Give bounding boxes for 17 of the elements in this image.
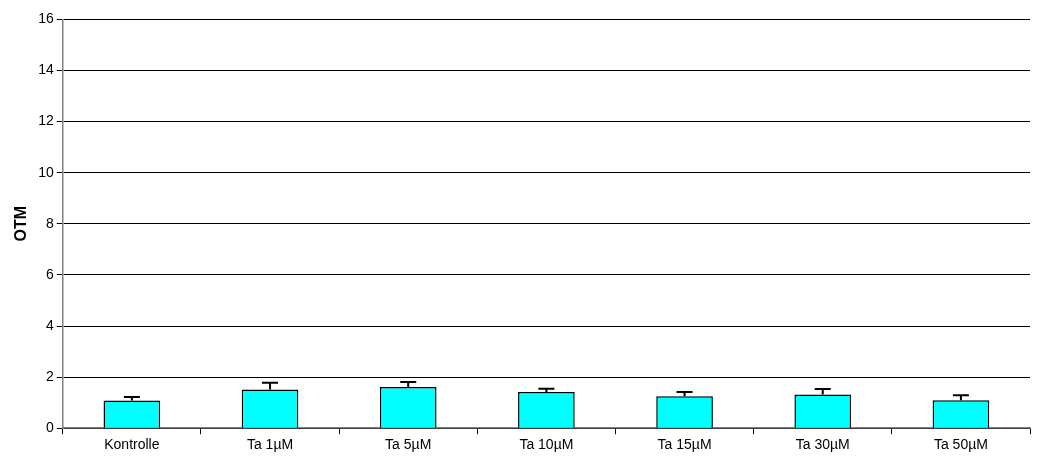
x-tick-label: Ta 30µM	[795, 436, 850, 453]
x-tick-label: Ta 1µM	[246, 436, 294, 453]
y-tick-label: 12	[38, 112, 54, 129]
y-tick-label: 4	[45, 316, 54, 333]
y-tick-label: 0	[45, 419, 54, 436]
x-tick-label: Ta 50µM	[933, 436, 988, 453]
x-tick-label: Kontrolle	[104, 436, 160, 453]
y-tick-label: 14	[38, 61, 54, 78]
x-tick-label: Ta 5µM	[385, 436, 432, 453]
y-tick-label: 16	[38, 10, 54, 27]
y-axis-title: OTM	[12, 206, 30, 242]
y-tick-label: 2	[45, 367, 54, 384]
y-tick-label: 6	[45, 265, 54, 282]
y-tick-label: 8	[45, 214, 54, 231]
x-tick-label: Ta 15µM	[657, 436, 712, 453]
y-tick-label: 10	[38, 163, 54, 180]
x-tick-label: Ta 10µM	[519, 436, 574, 453]
